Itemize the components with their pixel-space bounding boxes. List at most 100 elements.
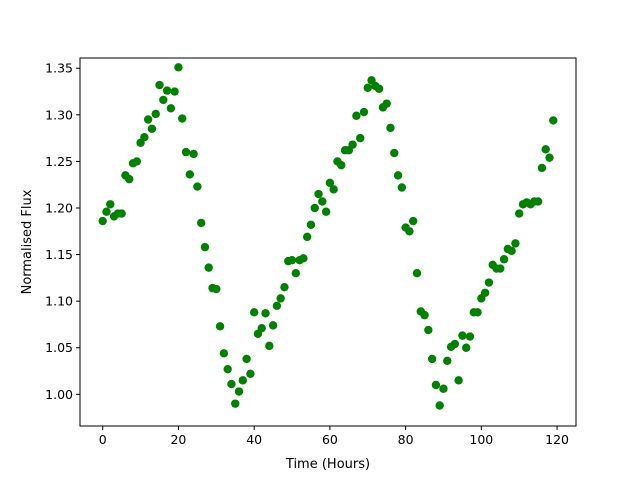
- data-point: [318, 197, 327, 206]
- data-point: [219, 349, 229, 358]
- data-points: [98, 63, 558, 410]
- data-point: [291, 269, 301, 278]
- data-point: [272, 301, 282, 311]
- data-point: [348, 140, 357, 149]
- data-point: [321, 207, 331, 216]
- data-point: [234, 387, 244, 396]
- data-point: [170, 87, 179, 96]
- y-tick-label: 1.35: [45, 61, 73, 76]
- y-tick-label: 1.00: [45, 387, 73, 402]
- data-point: [280, 282, 289, 292]
- x-tick-label: 40: [246, 432, 262, 447]
- y-tick-label: 1.30: [45, 107, 73, 122]
- data-point: [405, 227, 414, 236]
- plot-area-frame: [79, 57, 577, 427]
- data-point: [427, 354, 437, 364]
- data-point: [352, 111, 361, 120]
- data-point: [147, 124, 157, 134]
- data-point: [314, 189, 323, 199]
- data-point: [242, 354, 251, 364]
- y-axis-label: Normalised Flux: [20, 189, 35, 294]
- data-point: [261, 309, 270, 318]
- x-tick-label: 0: [99, 432, 107, 447]
- data-point: [215, 322, 225, 331]
- data-point: [431, 380, 441, 390]
- y-tick-label: 1.25: [45, 154, 73, 169]
- data-point: [178, 114, 187, 123]
- data-point: [549, 116, 558, 125]
- data-point: [386, 123, 395, 133]
- data-point: [249, 308, 259, 317]
- data-point: [204, 263, 213, 272]
- y-tick-label: 1.05: [45, 340, 73, 355]
- data-point: [412, 269, 422, 278]
- data-point: [299, 254, 308, 263]
- data-point: [231, 399, 240, 408]
- data-point: [537, 163, 547, 173]
- x-axis-ticks: 0 20 40 60 80 100 120: [99, 426, 569, 447]
- data-point: [143, 115, 153, 124]
- data-point: [140, 132, 149, 142]
- data-point: [325, 178, 335, 188]
- data-point: [200, 242, 210, 252]
- y-tick-label: 1.15: [45, 247, 73, 262]
- data-point: [268, 321, 278, 330]
- data-point: [337, 160, 346, 170]
- x-tick-label: 60: [322, 432, 338, 447]
- data-point: [473, 308, 482, 317]
- data-point: [443, 356, 452, 365]
- x-tick-label: 20: [170, 432, 186, 447]
- y-tick-label: 1.10: [45, 294, 73, 309]
- data-point: [541, 145, 550, 154]
- data-point: [363, 83, 372, 93]
- data-point: [499, 255, 509, 264]
- data-point: [185, 170, 195, 179]
- data-point: [480, 288, 490, 297]
- data-point: [507, 246, 516, 256]
- data-point: [276, 294, 285, 303]
- data-point: [193, 182, 202, 191]
- data-point: [287, 255, 297, 265]
- data-point: [162, 86, 172, 95]
- x-tick-label: 100: [469, 432, 493, 447]
- data-point: [132, 157, 141, 166]
- data-point: [106, 200, 115, 209]
- data-point: [265, 341, 274, 351]
- data-point: [246, 369, 255, 379]
- data-point: [166, 104, 176, 113]
- data-point: [117, 209, 126, 218]
- data-point: [174, 63, 183, 72]
- x-tick-label: 120: [545, 432, 569, 447]
- y-tick-label: 1.20: [45, 200, 73, 215]
- data-point: [306, 220, 316, 229]
- data-point: [435, 401, 444, 410]
- data-point: [511, 239, 520, 248]
- data-point: [227, 379, 236, 389]
- x-tick-label: 80: [398, 432, 414, 447]
- data-point: [496, 264, 505, 273]
- data-point: [461, 343, 471, 352]
- data-point: [125, 174, 134, 184]
- data-point: [545, 153, 554, 162]
- data-point: [382, 99, 391, 108]
- y-axis-ticks: 1.00 1.05 1.10 1.15 1.20 1.25 1.30 1.35: [45, 61, 80, 402]
- data-point: [359, 107, 369, 117]
- data-point: [450, 339, 460, 349]
- data-point: [159, 95, 168, 105]
- data-point: [196, 218, 206, 228]
- data-point: [374, 84, 384, 93]
- data-point: [533, 197, 543, 206]
- data-point: [329, 185, 338, 194]
- data-point: [355, 133, 365, 143]
- data-point: [212, 284, 221, 294]
- data-point: [102, 207, 111, 216]
- data-point: [420, 310, 429, 320]
- data-point: [257, 323, 266, 333]
- data-point: [458, 331, 467, 340]
- data-point: [151, 109, 160, 119]
- data-point: [181, 147, 191, 157]
- data-point: [189, 149, 198, 159]
- data-point: [310, 203, 319, 213]
- data-point: [390, 148, 399, 158]
